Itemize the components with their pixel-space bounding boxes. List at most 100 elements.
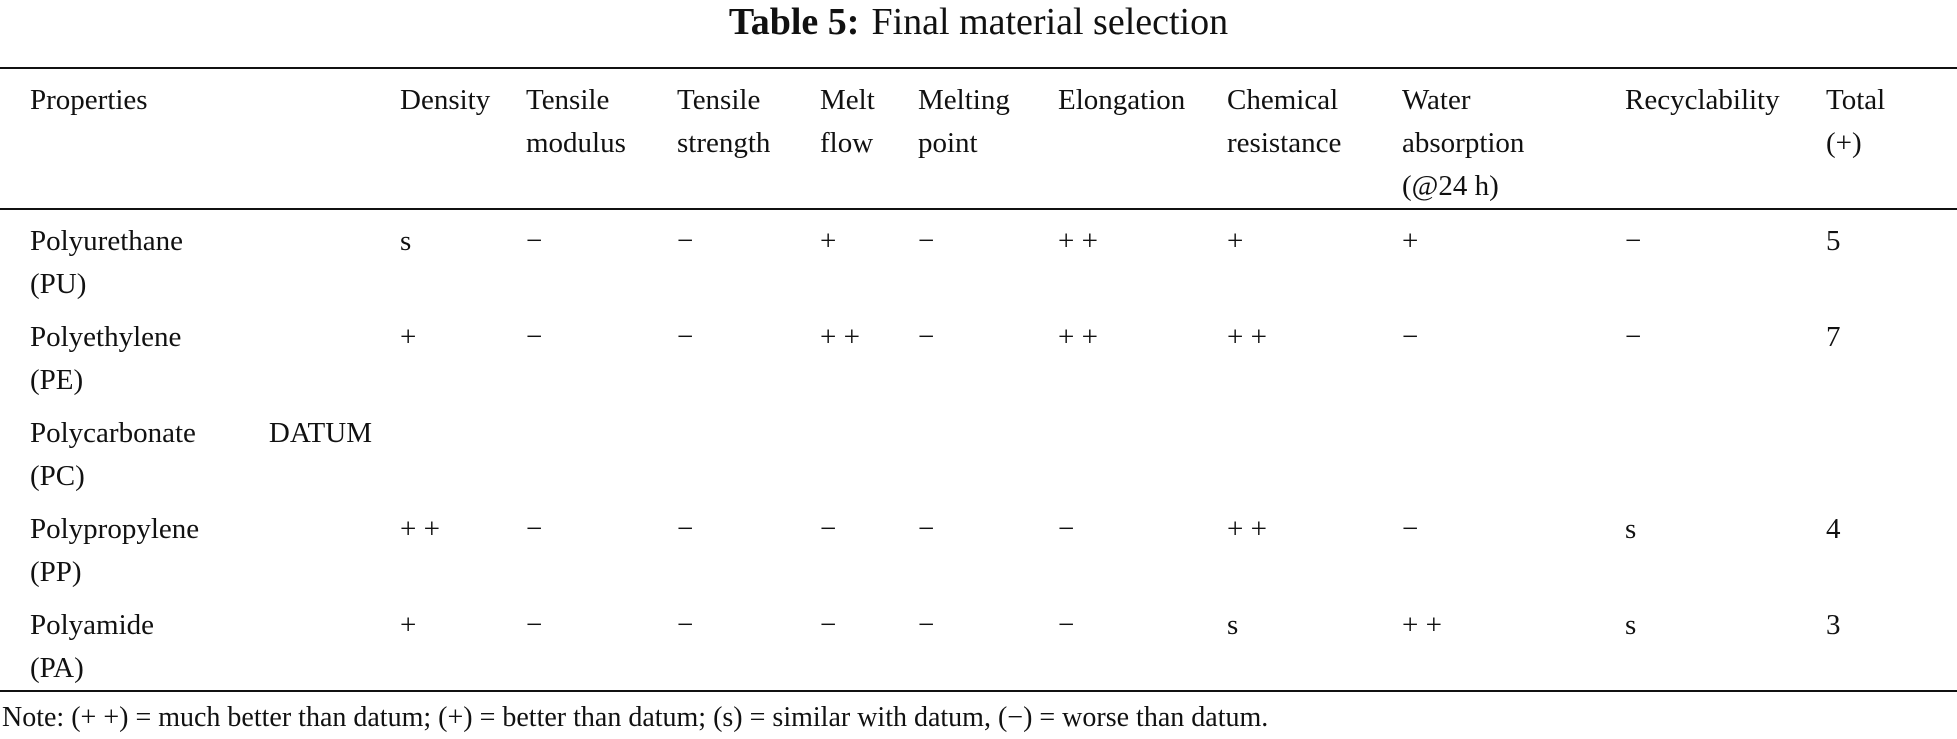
rating-cell: − — [526, 321, 543, 353]
table-note: Note: (+ +) = much better than datum; (+… — [2, 702, 1269, 733]
rating-cell: − — [820, 513, 837, 545]
material-abbreviation: (PP) — [30, 556, 82, 588]
rating-cell: − — [918, 225, 935, 257]
rating-cell: − — [1625, 321, 1642, 353]
column-header: Melt flow — [820, 68, 918, 209]
material-name: Polycarbonate — [30, 417, 196, 449]
rating-cell: 4 — [1826, 513, 1841, 545]
rating-cell: + — [1227, 225, 1244, 257]
rating-cell: − — [918, 513, 935, 545]
column-header-text: point — [918, 127, 978, 159]
column-header-text: (+) — [1826, 127, 1862, 159]
rating-cell: − — [820, 609, 837, 641]
material-cell: Polyamide (PA) — [0, 594, 400, 691]
column-header-text: absorption — [1402, 127, 1525, 159]
rating-cell: − — [526, 225, 543, 257]
column-header-text: Total — [1826, 84, 1886, 116]
material-cell: Polypropylene (PP) — [0, 498, 400, 594]
rating-cell: − — [677, 609, 694, 641]
material-cell: Polycarbonate DATUM (PC) — [0, 402, 400, 498]
rating-cell: s — [1227, 609, 1239, 641]
column-header-text: Melt — [820, 84, 875, 116]
rating-cell: − — [1058, 609, 1075, 641]
column-header: Properties — [0, 68, 400, 209]
rating-cell: + — [820, 225, 837, 257]
rating-cell: + + — [1227, 321, 1267, 353]
rating-cell: + — [1402, 225, 1419, 257]
column-header: Water absorption (@24 h) — [1402, 68, 1625, 209]
column-header: Tensile strength — [677, 68, 820, 209]
rating-cell: + + — [1058, 225, 1098, 257]
rating-cell — [1625, 402, 1826, 498]
material-name: Polyethylene — [30, 321, 182, 353]
rating-cell: + + — [1058, 321, 1098, 353]
column-header: Tensile modulus — [526, 68, 677, 209]
rating-cell: 5 — [1826, 225, 1841, 257]
table-row: Polyethylene (PE) + − − + + − + + + + − − 7 — [0, 306, 1957, 402]
column-header-text: Melting — [918, 84, 1010, 116]
rating-cell: − — [1402, 321, 1419, 353]
rating-cell — [1826, 402, 1957, 498]
column-header: Elongation — [1058, 68, 1227, 209]
table-row: Polypropylene (PP) + + − − − − − + + − s 4 — [0, 498, 1957, 594]
column-header-text: Elongation — [1058, 84, 1186, 116]
rating-cell: − — [1058, 513, 1075, 545]
column-header-text: Water — [1402, 84, 1471, 116]
column-header-text: Tensile — [677, 84, 761, 116]
rating-cell — [677, 402, 820, 498]
column-header-text: flow — [820, 127, 874, 159]
rating-cell: + — [400, 609, 417, 641]
column-header: Density — [400, 68, 526, 209]
rating-cell: − — [918, 321, 935, 353]
column-header: Recyclability — [1625, 68, 1826, 209]
rating-cell — [820, 402, 918, 498]
column-header-text: Recyclability — [1625, 84, 1780, 116]
column-header-text: strength — [677, 127, 771, 159]
header-row: Properties Density Tensile modulus Tensile st… — [0, 68, 1957, 209]
rating-cell: − — [677, 321, 694, 353]
rating-cell — [1058, 402, 1227, 498]
table-label: Table 5: — [728, 1, 860, 43]
material-cell: Polyethylene (PE) — [0, 306, 400, 402]
rating-cell: − — [677, 225, 694, 257]
rating-cell — [1227, 402, 1402, 498]
table-row: Polyamide (PA) + − − − − − s + + s 3 — [0, 594, 1957, 691]
rating-cell — [526, 402, 677, 498]
rating-cell: − — [526, 609, 543, 641]
table-caption: Final material selection — [871, 1, 1229, 43]
table-title: Table 5: Final material selection — [0, 0, 1957, 44]
rating-cell: + + — [400, 513, 440, 545]
rating-cell: 3 — [1826, 609, 1841, 641]
rating-cell: − — [1625, 225, 1642, 257]
column-header: Chemical resistance — [1227, 68, 1402, 209]
column-header-text: Density — [400, 84, 491, 116]
column-header-text: Chemical — [1227, 84, 1339, 116]
material-abbreviation: (PA) — [30, 652, 84, 684]
rating-cell: − — [1402, 513, 1419, 545]
material-name: Polyamide — [30, 609, 155, 641]
table-row: Polyurethane (PU) s − − + − + + + + − 5 — [0, 209, 1957, 306]
material-name: Polypropylene — [30, 513, 200, 545]
column-header-text: Properties — [30, 84, 148, 116]
material-cell: Polyurethane (PU) — [0, 209, 400, 306]
rating-cell: − — [677, 513, 694, 545]
material-abbreviation: (PC) — [30, 460, 85, 492]
rating-cell: − — [918, 609, 935, 641]
rating-cell: + — [400, 321, 417, 353]
column-header-text: (@24 h) — [1402, 170, 1499, 202]
rating-cell: 7 — [1826, 321, 1841, 353]
datum-label: DATUM — [268, 417, 372, 449]
table-row: Polycarbonate DATUM (PC) — [0, 402, 1957, 498]
rating-cell — [1402, 402, 1625, 498]
rating-cell: s — [1625, 513, 1637, 545]
rating-cell — [400, 402, 526, 498]
column-header: Total (+) — [1826, 68, 1957, 209]
rating-cell: + + — [820, 321, 860, 353]
material-abbreviation: (PE) — [30, 364, 84, 396]
rating-cell: + + — [1402, 609, 1442, 641]
rating-cell: − — [526, 513, 543, 545]
material-abbreviation: (PU) — [30, 268, 87, 300]
rating-cell: s — [1625, 609, 1637, 641]
column-header: Melting point — [918, 68, 1058, 209]
rating-cell: + + — [1227, 513, 1267, 545]
